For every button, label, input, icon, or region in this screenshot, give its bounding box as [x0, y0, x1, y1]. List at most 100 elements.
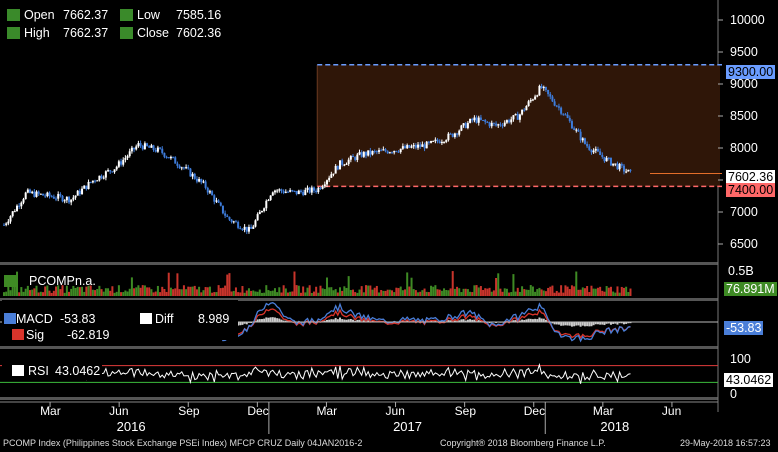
candle-body [553, 101, 556, 106]
macd-diff-bar [330, 319, 333, 322]
volume-bar [260, 292, 263, 296]
macd-diff-bar [356, 319, 359, 322]
candle-body [81, 188, 84, 195]
macd-diff-bar [607, 322, 610, 324]
candle-body [282, 191, 285, 193]
candle-body [484, 120, 487, 122]
month-label: Sep [454, 404, 476, 418]
volume-bar [33, 288, 36, 296]
volume-bar [423, 288, 426, 296]
candle-body [211, 191, 214, 196]
candle-body [130, 147, 133, 152]
volume-bar [230, 291, 233, 296]
volume-bar [176, 273, 179, 296]
candle-body [44, 195, 47, 197]
volume-bar [154, 291, 157, 296]
candle-body [592, 150, 595, 153]
macd-diff-bar [430, 320, 433, 322]
macd-diff-bar [284, 320, 287, 322]
candle-body [449, 133, 452, 135]
volume-bar [5, 291, 8, 296]
macd-diff-bar [616, 322, 619, 325]
candle-body [336, 165, 339, 170]
macd-diff-bar [273, 317, 276, 322]
candle-body [323, 184, 326, 187]
volume-bar [224, 285, 227, 296]
panel-separator [0, 262, 718, 265]
candle-body [295, 190, 298, 195]
macd-diff-bar [521, 319, 524, 322]
candle-body [332, 173, 335, 175]
high-swatch [7, 27, 20, 39]
candle-body [622, 165, 625, 172]
candle-body [137, 143, 140, 147]
candle-body [440, 141, 443, 144]
candle-body [182, 167, 185, 169]
volume-bar [414, 290, 417, 296]
macd-diff-bar [625, 322, 628, 324]
volume-bar [37, 292, 40, 296]
candle-body [525, 106, 528, 111]
candle-body [76, 190, 79, 196]
macd-diff-bar [237, 322, 240, 326]
volume-bar [510, 292, 513, 296]
macd-diff-bar [332, 319, 335, 322]
volume-bar [122, 292, 125, 296]
candle-body [74, 195, 77, 198]
candle-body [278, 189, 281, 191]
volume-bar [130, 277, 133, 296]
volume-bar [165, 291, 168, 296]
volume-bar [178, 289, 181, 296]
volume-bar [167, 272, 170, 296]
volume-bar [612, 291, 615, 296]
volume-bar [91, 289, 94, 296]
candle-body [460, 125, 463, 131]
candle-body [544, 86, 547, 90]
candle-body [453, 133, 456, 137]
candle-body [254, 220, 257, 227]
macd-diff-bar [336, 319, 339, 322]
volume-bar [271, 290, 274, 296]
candle-body [152, 145, 155, 150]
macd-diff-bar [609, 322, 612, 325]
candle-body [39, 193, 42, 195]
macd-diff-bar [347, 319, 350, 322]
macd-diff-bar [540, 318, 543, 322]
candle-body [410, 146, 413, 148]
macd-diff-bar [406, 320, 409, 322]
rsi-label: RSI [28, 364, 49, 378]
candle-body [590, 149, 593, 153]
candle-body [430, 141, 433, 143]
volume-bar [356, 292, 359, 296]
macd-diff-bar [620, 322, 623, 324]
macd-diff-bar [260, 319, 263, 322]
volume-bar [70, 288, 73, 296]
macd-diff-bar [579, 322, 582, 327]
volume-bar [111, 286, 114, 296]
low-value: 7585.16 [176, 8, 222, 22]
volume-bar [139, 287, 142, 296]
candle-body [421, 144, 424, 147]
volume-bar [113, 292, 116, 296]
volume-bar [560, 285, 563, 296]
volume-bar [362, 292, 365, 296]
volume-bar [159, 292, 162, 296]
volume-bar [44, 286, 47, 296]
candle-body [581, 138, 584, 141]
candle-body [477, 117, 480, 123]
month-label: Dec [523, 404, 546, 418]
macd-diff-bar [362, 320, 365, 322]
macd-label: MACD [16, 312, 53, 326]
candle-body [447, 133, 450, 141]
macd-diff-bar [573, 322, 576, 327]
panel-separator [0, 298, 718, 301]
volume-bar [74, 287, 77, 296]
macd-diff-bar [612, 322, 615, 324]
volume-bar [163, 289, 166, 296]
volume-bar [282, 285, 285, 296]
candle-body [237, 221, 240, 228]
candle-body [35, 191, 38, 197]
volume-bar [174, 288, 177, 296]
candle-body [551, 96, 554, 102]
candle-body [215, 200, 218, 202]
